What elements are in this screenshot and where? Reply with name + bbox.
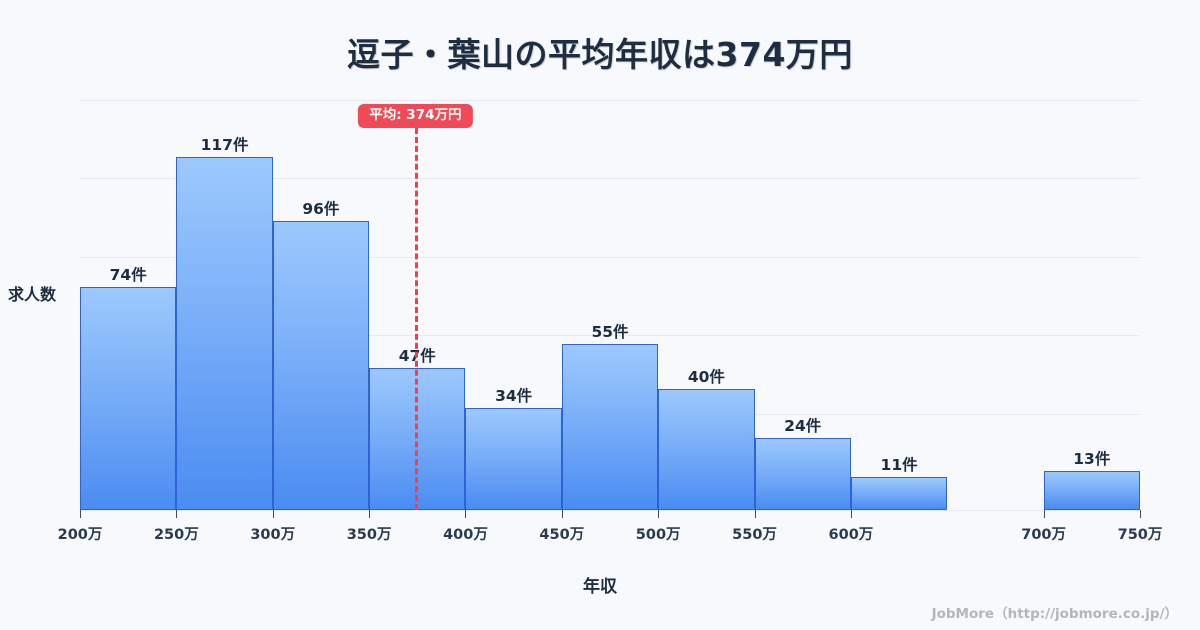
gridline (80, 100, 1140, 101)
bar[interactable] (80, 286, 177, 510)
x-axis-title: 年収 (583, 577, 617, 597)
x-axis-tick (80, 510, 81, 518)
gridline (80, 178, 1140, 180)
x-axis-tick (561, 510, 563, 518)
x-axis-tick-label: 600万 (828, 527, 874, 543)
x-axis-tick-label: 550万 (732, 527, 777, 543)
x-axis-tick-label: 350万 (346, 527, 392, 543)
gridline (80, 335, 1140, 337)
bar-value-label: 74件 (109, 265, 147, 284)
bar-value-label: 96件 (302, 199, 340, 218)
x-axis-tick (1140, 510, 1141, 518)
bar[interactable] (272, 220, 370, 510)
chart-title: 逗子・葉山の平均年収は374万円 (347, 35, 853, 74)
plot-area: 74件 117件 96件 47件 34件 55件 40件 24件 11件 13件 200万 250万 3… (58, 100, 1162, 543)
bar-value-label: 117件 (200, 136, 249, 155)
x-axis-tick-label: 750万 (1117, 527, 1163, 543)
x-axis-tick-label: 300万 (250, 527, 296, 543)
gridline (80, 256, 1140, 258)
bar-value-label: 55件 (591, 323, 629, 342)
average-line (415, 128, 419, 510)
bar-value-label: 13件 (1073, 449, 1111, 468)
bar[interactable] (754, 437, 851, 510)
footer-credit: JobMore（http://jobmore.co.jp/） (931, 606, 1178, 622)
bar[interactable] (176, 157, 273, 510)
bar[interactable] (850, 476, 948, 510)
x-axis-tick-label: 400万 (443, 527, 488, 543)
bar-value-label: 24件 (784, 416, 822, 435)
x-axis-tick (850, 510, 852, 518)
x-axis-tick-label: 700万 (1021, 527, 1067, 543)
bar[interactable] (465, 407, 562, 510)
x-axis-tick (465, 510, 467, 518)
x-axis-tick-label: 250万 (153, 527, 199, 543)
x-axis-tick-label: 200万 (57, 527, 103, 543)
gridline (80, 510, 1140, 511)
bar-value-label: 34件 (495, 386, 533, 405)
x-axis-tick (369, 510, 371, 518)
x-axis-tick-label: 500万 (635, 527, 681, 543)
x-axis-tick (1043, 510, 1045, 518)
y-axis-title: 求人数 (8, 285, 57, 304)
x-axis-tick (272, 510, 274, 518)
x-axis-tick (176, 510, 178, 518)
x-axis-tick (754, 510, 756, 518)
x-axis-tick-label: 450万 (539, 527, 585, 543)
bar-value-label: 11件 (880, 455, 918, 474)
bar[interactable] (561, 344, 659, 510)
x-axis-tick (658, 510, 660, 518)
bar[interactable] (658, 389, 755, 510)
average-badge: 平均: 374万円 (358, 104, 473, 128)
bar-value-label: 40件 (687, 368, 725, 387)
bar[interactable] (1043, 470, 1140, 510)
